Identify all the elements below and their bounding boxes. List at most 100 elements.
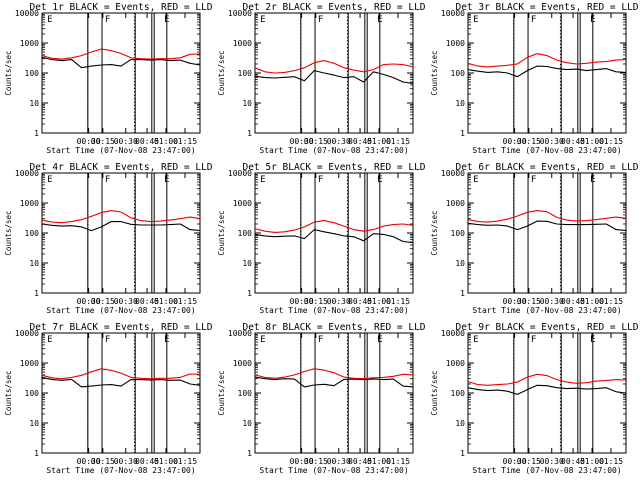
y-tick-label: 100	[451, 229, 466, 238]
y-tick-label: 100	[25, 389, 40, 398]
flag-letter: E	[260, 335, 265, 345]
lld-series-line	[41, 368, 201, 380]
flag-letter: F	[105, 335, 110, 345]
flag-letter: E	[473, 175, 478, 185]
y-tick-label: 1	[460, 449, 465, 458]
y-tick-label: 1	[247, 289, 252, 298]
plot-frame	[41, 12, 201, 134]
x-tick-label: 00:30	[290, 297, 314, 306]
x-tick-label: 00:15	[91, 137, 115, 146]
x-axis-label: Start Time (07-Nov-08 23:47:00)	[259, 306, 408, 315]
y-tick-label: 10	[455, 419, 465, 428]
flag-letter: E	[590, 175, 595, 185]
x-tick-label: 01:00	[154, 137, 178, 146]
flag-letter: E	[164, 15, 169, 25]
flag-letter: F	[105, 15, 110, 25]
y-tick-label: 1	[34, 129, 39, 138]
flag-letter: E	[590, 15, 595, 25]
x-axis-label: Start Time (07-Nov-08 23:47:00)	[46, 466, 195, 475]
x-tick-label: 00:15	[304, 297, 328, 306]
y-axis-label: Counts/sec	[4, 50, 13, 95]
x-tick-label: 00:15	[91, 297, 115, 306]
y-axis-label: Counts/sec	[217, 210, 226, 255]
y-tick-label: 100	[451, 389, 466, 398]
flag-letter: F	[531, 175, 536, 185]
x-tick-label: 01:15	[599, 297, 623, 306]
y-tick-label: 10	[242, 419, 252, 428]
y-tick-label: 10	[242, 99, 252, 108]
chart-panel-5: Det 5r BLACK = Events, RED = LLD 1 10 100 10…	[217, 162, 426, 315]
y-tick-label: 10000	[228, 9, 252, 18]
y-axis-label: Counts/sec	[430, 50, 439, 95]
flag-letter: E	[260, 15, 265, 25]
plot-frame	[467, 172, 627, 294]
x-axis-label: Start Time (07-Nov-08 23:47:00)	[46, 306, 195, 315]
y-tick-label: 10	[29, 259, 39, 268]
x-tick-label: 01:00	[580, 457, 604, 466]
y-tick-label: 1000	[233, 199, 252, 208]
flag-letter: E	[47, 335, 52, 345]
lld-series-line	[254, 368, 414, 380]
x-tick-label: 01:15	[173, 457, 197, 466]
x-tick-label: 00:30	[540, 297, 564, 306]
x-tick-label: 00:45	[135, 297, 159, 306]
flag-letter: E	[47, 15, 52, 25]
x-tick-label: 01:00	[367, 457, 391, 466]
y-tick-label: 1	[460, 129, 465, 138]
x-axis-label: Start Time (07-Nov-08 23:47:00)	[472, 146, 621, 155]
events-series-line	[467, 384, 627, 395]
y-tick-label: 100	[238, 389, 253, 398]
lld-series-line	[41, 210, 201, 224]
chart-panel-4: Det 4r BLACK = Events, RED = LLD 1 10 100 10…	[4, 162, 213, 315]
chart-panel-7: Det 7r BLACK = Events, RED = LLD 1 10 100 10…	[4, 322, 213, 475]
y-axis-label: Counts/sec	[217, 370, 226, 415]
x-tick-label: 00:15	[304, 457, 328, 466]
chart-title: Det 7r BLACK = Events, RED = LLD	[29, 322, 212, 333]
x-axis-label: Start Time (07-Nov-08 23:47:00)	[472, 466, 621, 475]
x-tick-label: 00:45	[348, 137, 372, 146]
lld-series-line	[254, 60, 414, 74]
flag-letter: F	[318, 335, 323, 345]
events-series-line	[41, 221, 201, 232]
x-tick-label: 00:30	[77, 457, 101, 466]
x-tick-label: 00:30	[77, 137, 101, 146]
y-tick-label: 10	[29, 419, 39, 428]
y-tick-label: 10000	[441, 169, 465, 178]
x-tick-label: 00:15	[304, 137, 328, 146]
y-tick-label: 10	[242, 259, 252, 268]
plot-frame	[254, 332, 414, 454]
events-series-line	[467, 65, 627, 78]
chart-title: Det 3r BLACK = Events, RED = LLD	[455, 2, 638, 13]
x-tick-label: 01:15	[386, 137, 410, 146]
y-tick-label: 1000	[233, 39, 252, 48]
chart-panel-1: Det 1r BLACK = Events, RED = LLD 1 10 100 10…	[4, 2, 213, 155]
plot-frame	[467, 332, 627, 454]
lld-series-line	[467, 373, 627, 386]
y-axis-label: Counts/sec	[217, 50, 226, 95]
y-tick-label: 10000	[15, 9, 39, 18]
flag-letter: E	[260, 175, 265, 185]
chart-title: Det 1r BLACK = Events, RED = LLD	[29, 2, 212, 13]
x-tick-label: 00:30	[77, 297, 101, 306]
y-tick-label: 1000	[20, 199, 39, 208]
events-series-line	[254, 376, 414, 388]
x-tick-label: 00:30	[290, 457, 314, 466]
x-tick-label: 00:30	[327, 297, 351, 306]
y-tick-label: 100	[25, 69, 40, 78]
y-tick-label: 1000	[20, 359, 39, 368]
y-tick-label: 10000	[441, 9, 465, 18]
plot-frame	[41, 172, 201, 294]
x-tick-label: 00:45	[561, 297, 585, 306]
x-tick-label: 01:00	[154, 297, 178, 306]
flag-letter: E	[377, 335, 382, 345]
y-tick-label: 100	[238, 229, 253, 238]
x-axis-label: Start Time (07-Nov-08 23:47:00)	[46, 146, 195, 155]
flag-letter: E	[590, 335, 595, 345]
plot-frame	[41, 332, 201, 454]
x-tick-label: 00:30	[503, 137, 527, 146]
plot-frame	[254, 172, 414, 294]
y-tick-label: 1	[460, 289, 465, 298]
chart-panel-3: Det 3r BLACK = Events, RED = LLD 1 10 100 10…	[430, 2, 639, 155]
